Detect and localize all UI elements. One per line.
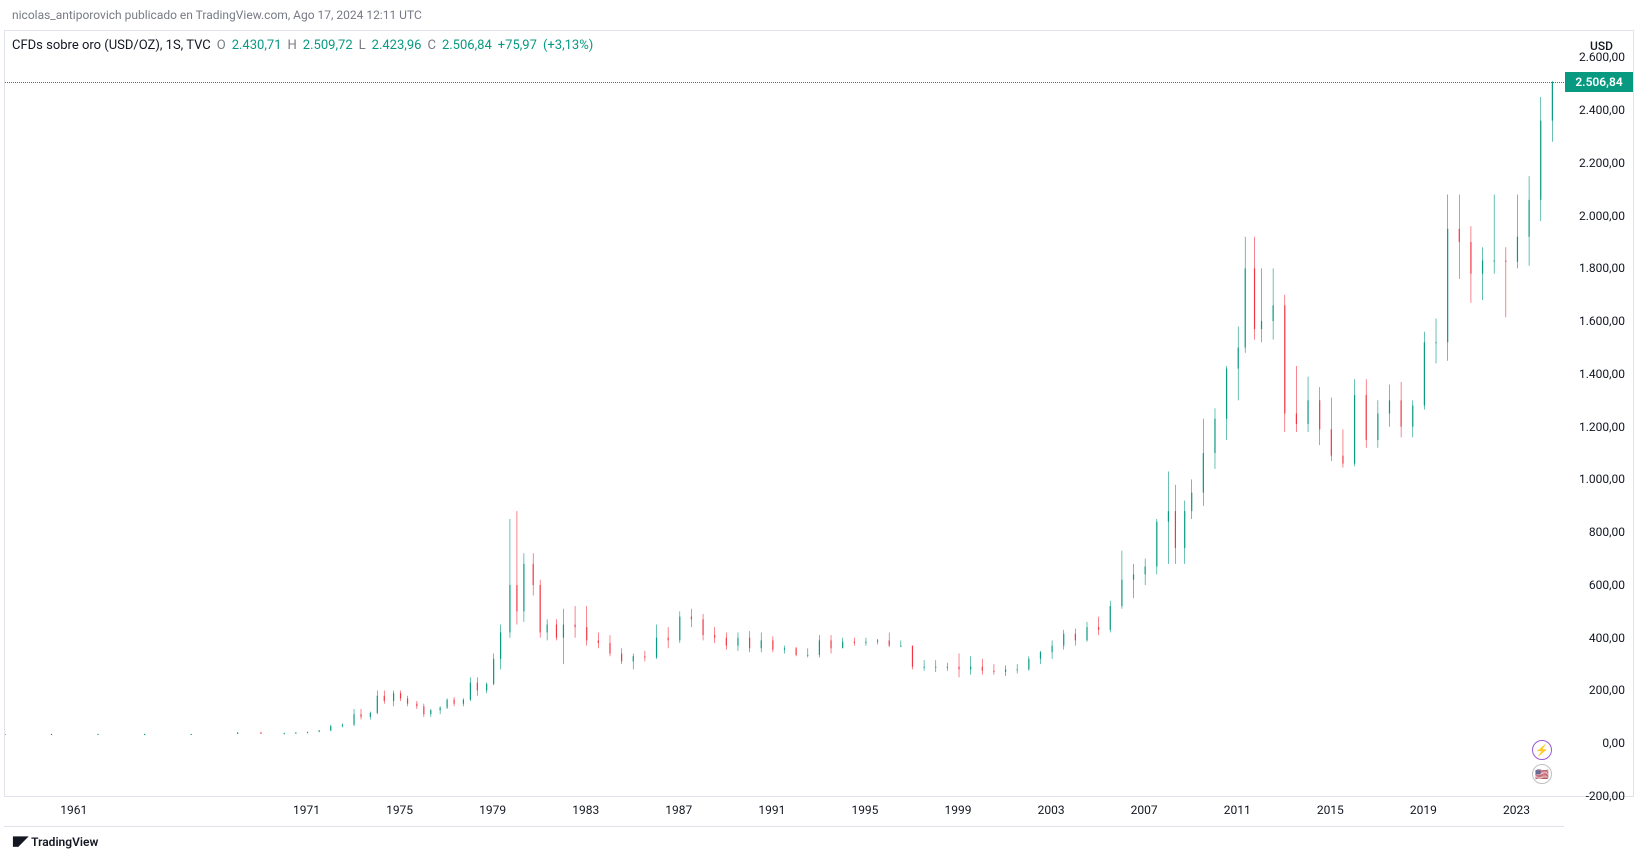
publisher-header: nicolas_antiporovich publicado en Tradin… bbox=[12, 8, 422, 22]
x-tick-label: 1961 bbox=[60, 803, 87, 817]
y-tick-label: 1.200,00 bbox=[1579, 420, 1625, 434]
y-tick-label: 1.000,00 bbox=[1579, 472, 1625, 486]
y-axis-panel[interactable]: USD 2.506,84 2.600,002.400,002.200,002.0… bbox=[1564, 30, 1634, 797]
flag-icon[interactable]: 🇺🇸 bbox=[1532, 764, 1552, 784]
x-tick-label: 1991 bbox=[758, 803, 785, 817]
x-tick-label: 2023 bbox=[1503, 803, 1530, 817]
y-tick-label: 2.400,00 bbox=[1579, 103, 1625, 117]
y-tick-label: 2.000,00 bbox=[1579, 209, 1625, 223]
x-tick-label: 2015 bbox=[1317, 803, 1344, 817]
x-tick-label: 1975 bbox=[386, 803, 413, 817]
x-tick-label: 1979 bbox=[479, 803, 506, 817]
x-axis-panel[interactable]: 1961 1971 1975 1979 1983 1987 1991 1995 1999 2003… bbox=[4, 797, 1564, 827]
x-tick-label: 2011 bbox=[1224, 803, 1251, 817]
status-icons-col: ⚡ 🇺🇸 bbox=[1532, 740, 1554, 788]
current-price-badge: 2.506,84 bbox=[1565, 72, 1633, 92]
y-tick-label: -200,00 bbox=[1586, 789, 1625, 803]
candlestick-svg bbox=[5, 31, 1564, 796]
x-tick-label: 2007 bbox=[1131, 803, 1158, 817]
footer-brand: ▮◤ TradingView bbox=[12, 834, 98, 849]
tradingview-logo-icon: ▮◤ bbox=[12, 834, 27, 849]
y-tick-label: 2.600,00 bbox=[1579, 50, 1625, 64]
y-tick-label: 1.400,00 bbox=[1579, 367, 1625, 381]
x-tick-label: 1987 bbox=[665, 803, 692, 817]
y-tick-label: 1.600,00 bbox=[1579, 314, 1625, 328]
y-tick-label: 800,00 bbox=[1589, 525, 1625, 539]
y-tick-label: 200,00 bbox=[1589, 683, 1625, 697]
lightning-icon[interactable]: ⚡ bbox=[1532, 740, 1552, 760]
x-tick-label: 1983 bbox=[572, 803, 599, 817]
chart-panel[interactable]: ⚡ 🇺🇸 bbox=[4, 30, 1564, 797]
x-tick-label: 2003 bbox=[1038, 803, 1065, 817]
x-tick-label: 2019 bbox=[1410, 803, 1437, 817]
y-tick-label: 0,00 bbox=[1602, 736, 1625, 750]
current-price-badge-text: 2.506,84 bbox=[1575, 75, 1622, 89]
publisher-text: nicolas_antiporovich publicado en Tradin… bbox=[12, 8, 422, 22]
brand-text: TradingView bbox=[31, 835, 98, 849]
y-tick-label: 400,00 bbox=[1589, 631, 1625, 645]
current-price-line bbox=[5, 82, 1564, 83]
y-tick-label: 1.800,00 bbox=[1579, 261, 1625, 275]
x-tick-label: 1971 bbox=[293, 803, 320, 817]
x-tick-label: 1999 bbox=[945, 803, 972, 817]
x-tick-label: 1995 bbox=[851, 803, 878, 817]
y-tick-label: 600,00 bbox=[1589, 578, 1625, 592]
y-tick-label: 2.200,00 bbox=[1579, 156, 1625, 170]
